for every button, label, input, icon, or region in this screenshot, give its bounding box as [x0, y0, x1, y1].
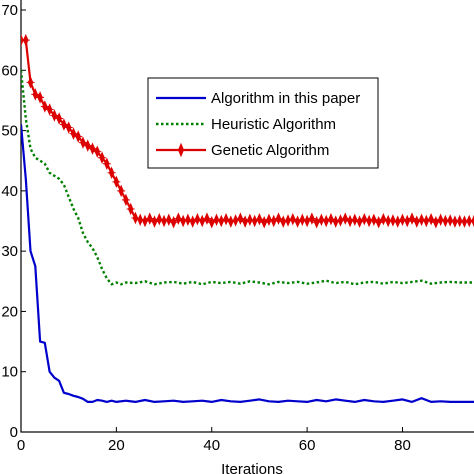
- legend-label-1: Heuristic Algorithm: [211, 116, 336, 133]
- series-line-0: [21, 124, 474, 403]
- series-marker-2: [174, 212, 183, 225]
- series-marker-2: [341, 212, 350, 225]
- series-marker-2: [360, 212, 369, 226]
- series-marker-2: [369, 213, 378, 227]
- y-tick-label: 0: [10, 424, 18, 441]
- x-tick-label: 40: [203, 437, 220, 454]
- series-marker-2: [121, 193, 130, 207]
- series-marker-2: [202, 212, 211, 225]
- series-marker-2: [312, 215, 321, 229]
- series-marker-2: [59, 118, 68, 131]
- series-marker-2: [74, 130, 83, 143]
- series-marker-2: [470, 214, 474, 228]
- series-marker-2: [326, 212, 335, 226]
- series-marker-2: [303, 214, 312, 228]
- series-marker-2: [408, 212, 417, 225]
- axes: [20, 0, 474, 433]
- series-marker-2: [50, 109, 59, 122]
- series-marker-2: [126, 202, 135, 216]
- legend-marker-2: [177, 142, 185, 158]
- series-marker-2: [164, 213, 173, 227]
- tick-labels: 0 10 20 30 40 50 60 70 0 20 40 60 80: [1, 2, 411, 454]
- series-marker-2: [188, 215, 197, 228]
- series-marker-2: [193, 212, 202, 226]
- series-marker-2: [31, 88, 40, 101]
- series-line-1: [21, 70, 474, 286]
- series-layer: [21, 33, 474, 403]
- series-marker-2: [198, 214, 207, 228]
- series-marker-2: [36, 91, 45, 104]
- y-tick-label: 60: [1, 62, 18, 79]
- series-marker-2: [307, 212, 316, 225]
- legend-label-2: Genetic Algorithm: [211, 142, 329, 159]
- series-marker-2: [183, 213, 192, 227]
- series-marker-2: [255, 212, 264, 226]
- series-marker-2: [260, 215, 269, 229]
- series-marker-2: [98, 151, 107, 164]
- series-marker-2: [117, 184, 126, 198]
- series-marker-2: [78, 136, 87, 149]
- x-tick-label: 0: [17, 437, 25, 454]
- series-marker-2: [131, 211, 140, 225]
- series-marker-2: [374, 215, 383, 229]
- series-marker-2: [274, 212, 283, 225]
- y-tick-label: 30: [1, 243, 18, 260]
- series-marker-2: [355, 215, 364, 228]
- series-marker-2: [145, 212, 154, 225]
- y-tick-label: 50: [1, 123, 18, 140]
- series-marker-2: [150, 215, 159, 228]
- y-tick-label: 40: [1, 183, 18, 200]
- y-tick-label: 20: [1, 303, 18, 320]
- legend: Algorithm in this paper Heuristic Algorit…: [147, 77, 379, 169]
- series-marker-2: [112, 175, 121, 189]
- series-marker-2: [55, 112, 64, 125]
- x-tick-label: 20: [108, 437, 125, 454]
- series-marker-2: [350, 213, 359, 227]
- series-marker-2: [379, 212, 388, 226]
- series-marker-2: [69, 127, 78, 140]
- series-marker-2: [236, 212, 245, 225]
- series-marker-2: [207, 215, 216, 229]
- series-marker-2: [102, 157, 111, 170]
- plot-frame: [20, 0, 474, 433]
- series-marker-2: [107, 166, 116, 180]
- series-marker-2: [288, 212, 297, 226]
- y-tick-label: 10: [1, 364, 18, 381]
- series-marker-2: [155, 212, 164, 226]
- series-marker-2: [45, 103, 54, 116]
- series-marker-2: [21, 33, 30, 47]
- x-tick-label: 80: [394, 437, 411, 454]
- x-axis-label: Iterations: [221, 461, 283, 474]
- x-tick-label: 60: [299, 437, 316, 454]
- series-marker-2: [222, 212, 231, 226]
- series-marker-2: [403, 214, 412, 228]
- series-marker-2: [40, 100, 49, 113]
- series-marker-2: [427, 212, 436, 226]
- y-tick-label: 70: [1, 2, 18, 19]
- series-marker-2: [93, 145, 102, 158]
- series-marker-2: [140, 214, 149, 228]
- series-marker-2: [169, 215, 178, 229]
- series-marker-2: [269, 214, 278, 228]
- legend-box: [147, 77, 379, 169]
- series-marker-2: [26, 76, 35, 89]
- series-marker-2: [64, 121, 73, 134]
- legend-label-0: Algorithm in this paper: [211, 90, 360, 107]
- series-marker-2: [431, 215, 440, 229]
- series-marker-2: [83, 139, 92, 152]
- series-marker-2: [88, 142, 97, 155]
